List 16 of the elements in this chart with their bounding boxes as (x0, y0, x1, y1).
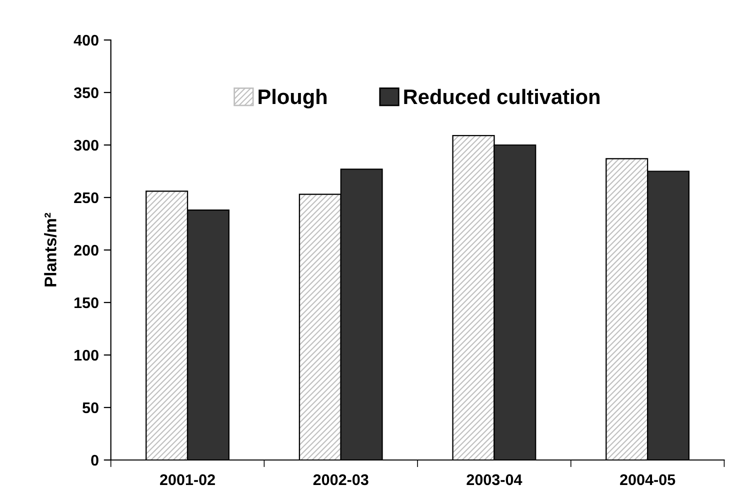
y-tick-label: 350 (74, 87, 98, 98)
y-tick-label: 200 (74, 244, 98, 256)
y-tick-label: 150 (74, 297, 98, 308)
y-tick-label: 300 (74, 140, 98, 151)
x-tick-label: 2003-04 (466, 474, 522, 486)
y-tick-label: 400 (74, 34, 98, 46)
legend-label: Plough (258, 88, 327, 108)
y-tick-label: 250 (74, 192, 98, 204)
y-axis-title: Plants/m² (44, 212, 57, 286)
x-tick-label: 2002-03 (313, 474, 368, 486)
x-tick-label: 2001-02 (160, 474, 215, 486)
y-tick-label: 50 (82, 402, 98, 414)
legend-label: Reduced cultivation (404, 88, 600, 104)
y-tick-label: 0 (91, 454, 98, 466)
y-tick-label: 100 (74, 350, 98, 361)
x-tick-label: 2004-05 (620, 474, 676, 486)
